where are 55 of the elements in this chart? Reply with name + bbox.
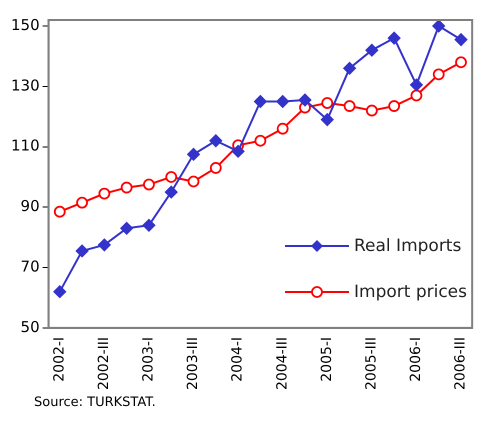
point <box>432 68 445 80</box>
x-tick-label: 2002-I <box>51 336 68 382</box>
point <box>98 188 110 200</box>
x-tick-label: 2005-I <box>318 336 335 382</box>
point <box>343 62 356 75</box>
x-tick-label: 2006-I <box>408 336 424 382</box>
point <box>120 182 133 194</box>
legend-label: Import prices <box>354 282 467 302</box>
point <box>187 148 200 161</box>
point <box>209 134 222 148</box>
legend-label: Real Imports <box>354 236 462 256</box>
y-tick-label: 70 <box>20 257 40 276</box>
point <box>76 244 89 258</box>
point <box>120 222 134 235</box>
point <box>366 104 378 116</box>
point <box>410 90 422 102</box>
x-tick-label: 2005-III <box>363 336 380 390</box>
point <box>432 20 446 33</box>
point <box>254 95 267 108</box>
point <box>98 238 111 252</box>
point <box>388 32 401 45</box>
point <box>276 95 290 108</box>
point <box>298 94 312 106</box>
point <box>455 56 467 68</box>
point <box>54 206 66 218</box>
point <box>53 285 66 298</box>
point <box>410 78 423 92</box>
point <box>320 113 334 126</box>
point <box>365 44 378 57</box>
x-tick-label: 2002-III <box>96 336 112 390</box>
point <box>276 122 289 135</box>
point <box>142 218 156 232</box>
x-tick-label: 2004-III <box>274 336 290 390</box>
point <box>344 100 356 112</box>
point <box>143 178 155 190</box>
point <box>164 186 178 199</box>
point <box>165 171 178 183</box>
y-tick-label: 50 <box>20 318 40 336</box>
point <box>210 162 222 174</box>
y-tick-label: 110 <box>10 136 40 155</box>
y-tick-label: 130 <box>10 76 40 94</box>
point <box>388 100 400 112</box>
x-tick-label: 2004-I <box>230 336 246 382</box>
x-tick-label: 2003-I <box>140 336 157 382</box>
x-tick-label: 2006-III <box>452 336 469 390</box>
point <box>232 144 245 158</box>
source-note: Source: TURKSTAT. <box>34 395 157 410</box>
point <box>188 176 200 188</box>
point <box>321 97 334 109</box>
y-tick-label: 90 <box>20 197 40 216</box>
point <box>254 134 266 147</box>
point <box>454 33 468 46</box>
y-tick-label: 150 <box>10 16 40 34</box>
point <box>76 196 88 209</box>
x-tick-label: 2003-III <box>185 336 202 390</box>
